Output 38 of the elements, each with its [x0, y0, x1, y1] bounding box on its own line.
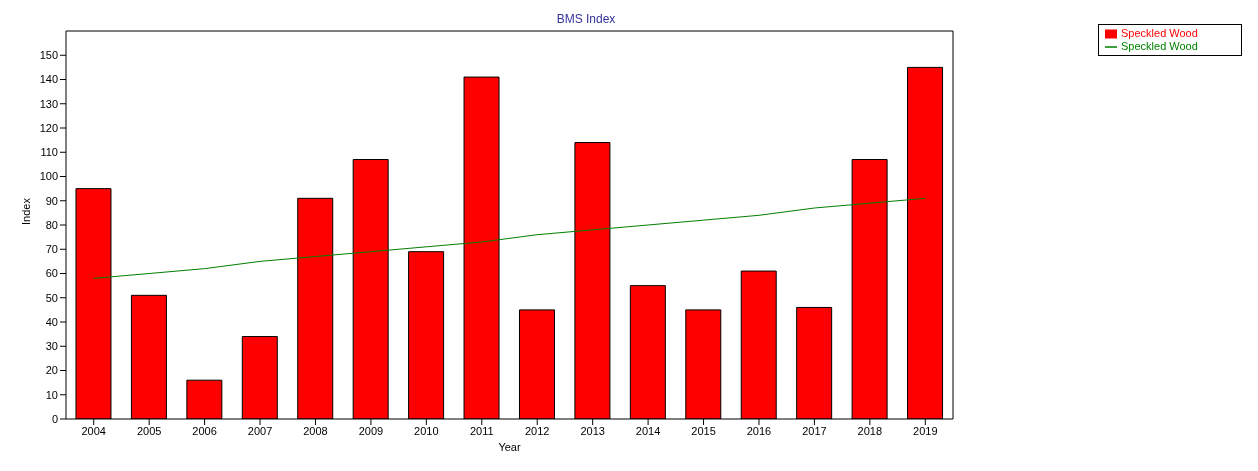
y-tick-label: 150	[39, 49, 58, 62]
x-tick-label: 2008	[303, 424, 328, 437]
y-tick-label: 110	[40, 146, 58, 159]
y-axis-title: Index	[19, 197, 32, 225]
y-tick-label: 140	[39, 73, 58, 86]
y-tick-label: 100	[39, 170, 58, 183]
y-tick-label: 130	[39, 97, 58, 110]
y-tick-label: 90	[45, 194, 58, 207]
chart-title: BMS Index	[555, 12, 617, 26]
y-tick-label: 30	[45, 340, 58, 353]
y-tick-label: 80	[45, 218, 58, 231]
y-tick-label: 10	[45, 388, 58, 401]
x-tick-label: 2019	[913, 424, 938, 437]
x-tick-label: 2018	[857, 424, 883, 437]
y-tick-label: 70	[45, 243, 58, 256]
line-series	[93, 197, 926, 279]
x-tick-label: 2015	[691, 424, 716, 437]
y-tick-label: 0	[51, 412, 58, 425]
y-tick-label: 50	[45, 291, 58, 304]
x-tick-label: 2005	[136, 424, 162, 437]
x-tick-label: 2011	[469, 424, 494, 437]
y-tick-label: 20	[45, 364, 58, 377]
x-tick-label: 2009	[358, 424, 384, 437]
x-tick-label: 2010	[414, 424, 439, 437]
y-tick-label: 60	[45, 267, 58, 280]
x-tick-label: 2016	[746, 424, 772, 437]
legend-label: Speckled Wood	[1121, 27, 1198, 39]
y-tick-label: 120	[39, 121, 58, 134]
x-tick-label: 2012	[524, 424, 550, 437]
x-tick-label: 2013	[580, 424, 605, 437]
legend-label: Speckled Wood	[1121, 40, 1198, 53]
y-tick-label: 40	[45, 315, 58, 328]
x-axis-title: Year	[498, 441, 521, 453]
x-tick-label: 2007	[247, 424, 273, 437]
x-tick-label: 2017	[802, 424, 827, 437]
x-tick-label: 2014	[635, 424, 661, 437]
x-tick-label: 2006	[192, 424, 217, 437]
x-tick-label: 2004	[81, 424, 106, 437]
